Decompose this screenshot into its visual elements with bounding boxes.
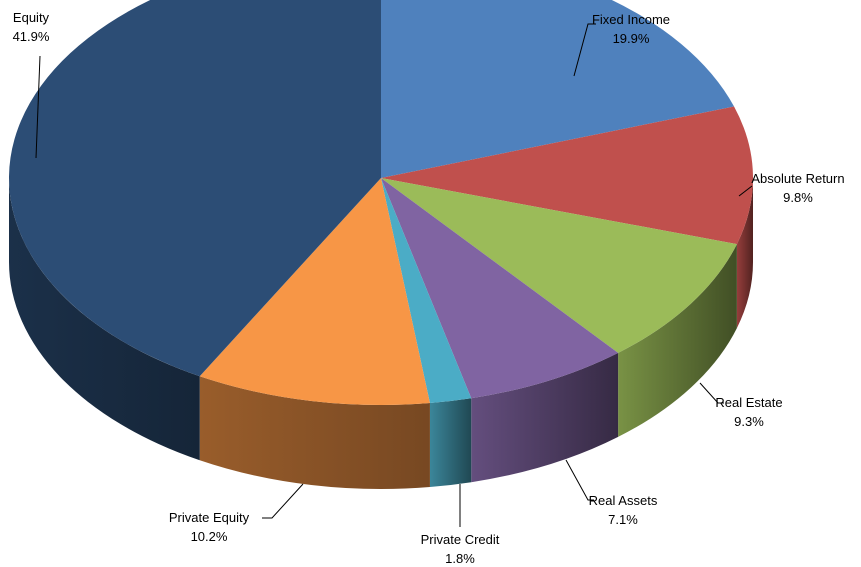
value-label: 10.2% (191, 529, 228, 544)
slice-private-credit (381, 178, 472, 404)
slice-side-private-credit (429, 398, 472, 488)
data-label-real-assets: Real Assets 7.1% (565, 459, 658, 527)
data-label-real-estate: Real Estate 9.3% (699, 382, 783, 429)
value-label: 9.8% (783, 190, 813, 205)
category-label: Fixed Income (592, 12, 670, 27)
slice-private-equity (199, 178, 430, 405)
pie-sides (8, 178, 753, 489)
slice-side-real-assets (471, 352, 619, 483)
category-label: Real Assets (589, 493, 658, 508)
slice-side-private-equity (199, 376, 430, 489)
leader-line (565, 459, 594, 501)
value-label: 9.3% (734, 414, 764, 429)
value-label: 7.1% (608, 512, 638, 527)
data-label-private-equity: Private Equity 10.2% (169, 483, 304, 544)
category-label: Private Credit (421, 532, 500, 547)
pie-slices (9, 0, 753, 405)
data-label-absolute-return: Absolute Return 9.8% (738, 171, 845, 205)
value-label: 41.9% (13, 29, 50, 44)
leader-line (738, 185, 753, 197)
value-label: 1.8% (445, 551, 475, 566)
leader-line (35, 55, 41, 159)
data-label-fixed-income: Fixed Income 19.9% (573, 12, 670, 77)
slice-side-equity (8, 178, 200, 461)
data-label-private-credit: Private Credit 1.8% (421, 484, 500, 566)
category-label: Equity (13, 10, 50, 25)
slice-absolute-return (381, 106, 753, 245)
category-label: Private Equity (169, 510, 250, 525)
slice-fixed-income (381, 0, 735, 178)
data-labels: Fixed Income 19.9% Absolute Return 9.8% Real… (13, 10, 845, 566)
leader-line (573, 23, 596, 77)
category-label: Real Estate (715, 395, 782, 410)
leader-line (699, 382, 724, 404)
category-label: Absolute Return (751, 171, 844, 186)
slice-side-absolute-return (736, 178, 753, 329)
slice-real-estate (381, 178, 737, 353)
slice-side-real-estate (618, 244, 737, 437)
data-label-equity: Equity 41.9% (13, 10, 50, 159)
slice-equity (9, 0, 381, 377)
value-label: 19.9% (613, 31, 650, 46)
slice-real-assets (381, 178, 619, 399)
leader-line (262, 483, 304, 519)
